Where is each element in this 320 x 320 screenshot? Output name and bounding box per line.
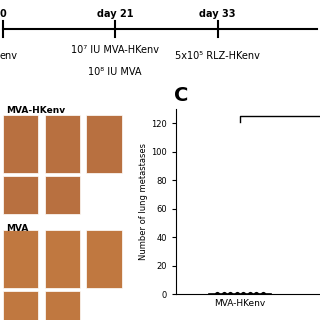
FancyBboxPatch shape [3, 291, 38, 320]
FancyBboxPatch shape [45, 115, 80, 173]
Text: C: C [174, 86, 189, 105]
FancyBboxPatch shape [45, 291, 80, 320]
Point [260, 292, 266, 297]
FancyBboxPatch shape [3, 176, 38, 214]
Point [214, 292, 220, 297]
Text: 10⁷ IU MVA-HKenv: 10⁷ IU MVA-HKenv [71, 45, 159, 55]
FancyBboxPatch shape [3, 230, 38, 288]
FancyBboxPatch shape [45, 176, 80, 214]
Point [254, 292, 259, 297]
Text: 5x10⁵ RLZ-HKenv: 5x10⁵ RLZ-HKenv [175, 51, 260, 61]
Point [228, 292, 233, 297]
Text: MVA: MVA [6, 224, 29, 233]
Text: MVA-HKenv: MVA-HKenv [6, 106, 66, 115]
FancyBboxPatch shape [45, 230, 80, 288]
Point [221, 292, 226, 297]
FancyBboxPatch shape [86, 230, 122, 288]
FancyBboxPatch shape [3, 115, 38, 173]
Text: env: env [0, 51, 18, 61]
Text: day 33: day 33 [199, 9, 236, 19]
Text: 10⁸ IU MVA: 10⁸ IU MVA [88, 67, 142, 77]
Y-axis label: Number of lung metastases: Number of lung metastases [140, 143, 148, 260]
Text: 0: 0 [0, 9, 7, 19]
Point [247, 292, 252, 297]
Point [234, 292, 239, 297]
Text: day 21: day 21 [97, 9, 133, 19]
FancyBboxPatch shape [86, 115, 122, 173]
Point [241, 292, 246, 297]
